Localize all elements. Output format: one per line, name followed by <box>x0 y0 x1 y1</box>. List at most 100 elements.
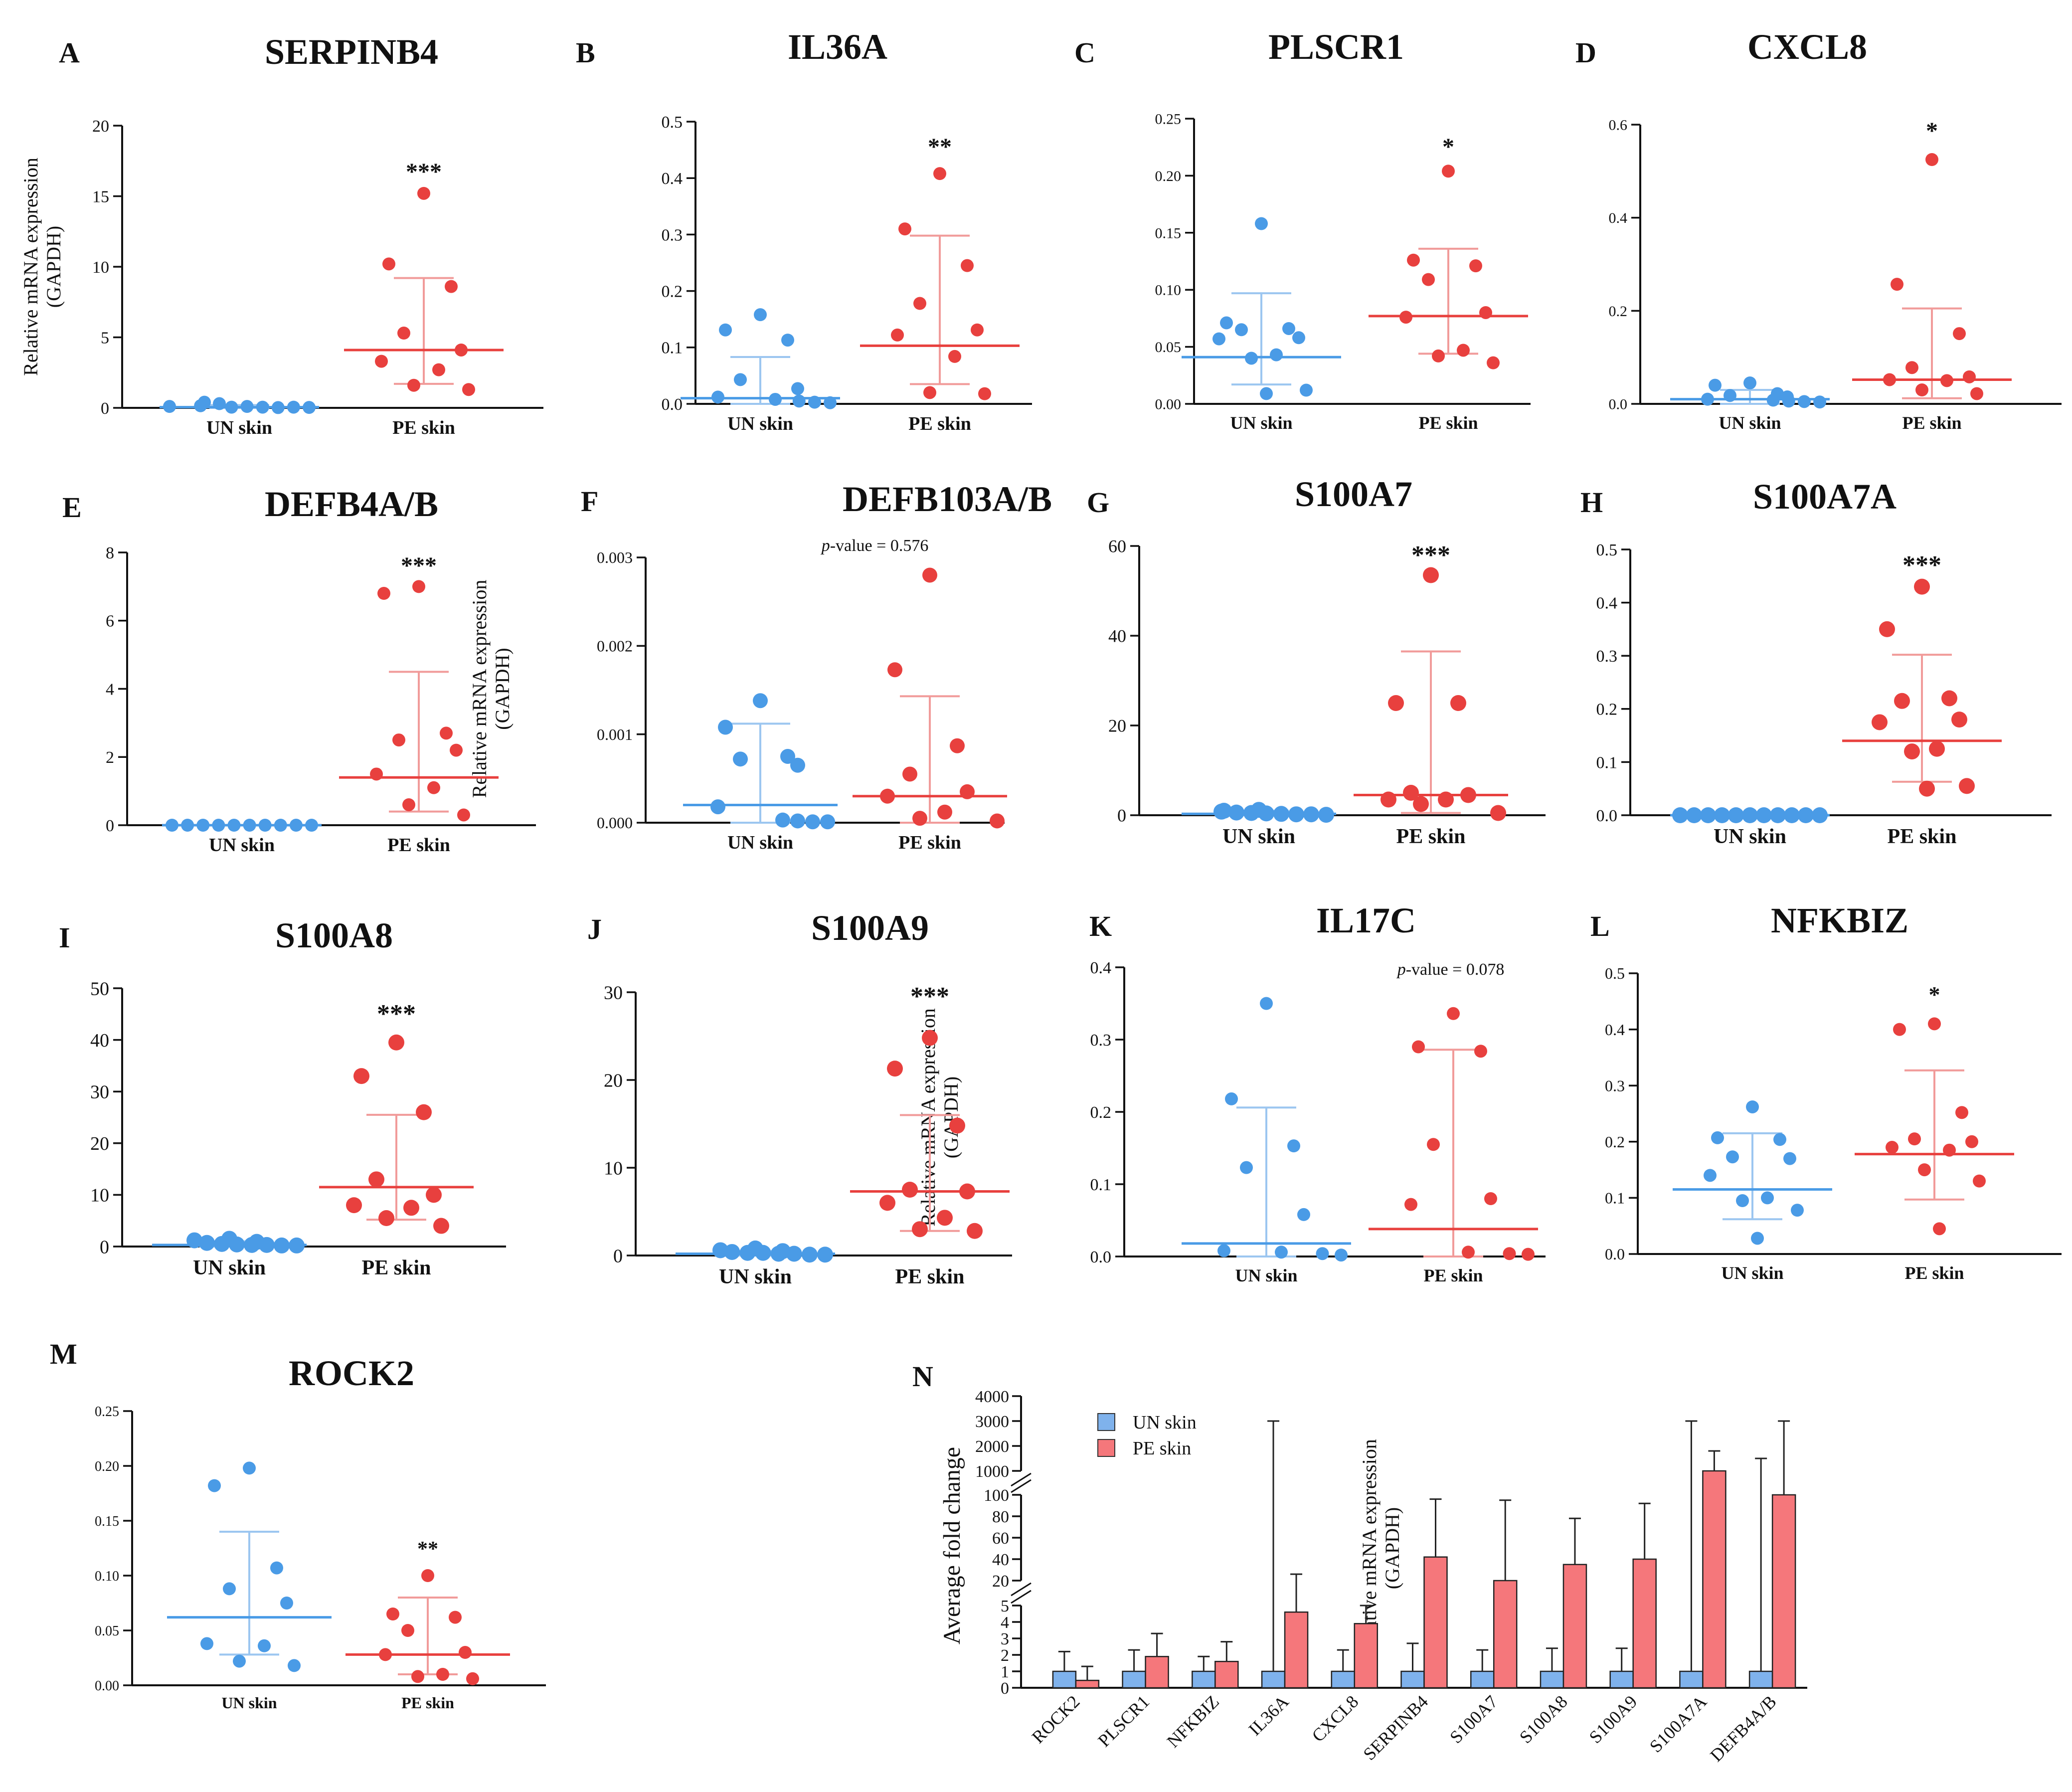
y-tick-label: 0 <box>613 1246 623 1266</box>
data-point <box>426 1187 442 1203</box>
bar <box>1493 1580 1518 1689</box>
data-point <box>402 798 415 811</box>
data-point <box>1427 1138 1440 1151</box>
x-category-label: PE skin <box>1902 413 1961 433</box>
y-axis-label-line: Relative mRNA expression <box>19 158 42 376</box>
data-point <box>392 733 405 747</box>
y-tick-label: 1 <box>1001 1663 1009 1681</box>
y-tick-label: 20 <box>992 1572 1009 1591</box>
y-tick-label: 30 <box>90 1082 109 1103</box>
y-tick-label: 20 <box>604 1070 623 1091</box>
panel-title: CXCL8 <box>1747 27 1867 67</box>
significance-stars: ** <box>417 1538 438 1561</box>
data-point <box>1335 1249 1348 1262</box>
x-category-label: UN skin <box>209 835 275 856</box>
bar <box>1562 1564 1587 1689</box>
data-point <box>440 726 453 740</box>
y-axis-label: Relative mRNA expression(GAPDH) <box>468 580 514 798</box>
y-tick-label: 0.5 <box>662 113 683 132</box>
data-point <box>1711 1131 1724 1144</box>
panel-letter: B <box>576 36 595 69</box>
data-point <box>710 799 725 815</box>
y-tick-label: 0.1 <box>1090 1176 1112 1194</box>
data-point <box>1423 567 1439 583</box>
data-point <box>1228 804 1244 821</box>
p-value-text: -value = 0.576 <box>830 537 929 555</box>
data-point <box>948 350 961 363</box>
legend-label: PE skin <box>1133 1438 1191 1459</box>
data-point <box>1407 253 1420 267</box>
data-point <box>1953 327 1966 341</box>
data-point <box>1474 1045 1487 1058</box>
data-point <box>753 693 768 709</box>
data-point <box>1905 361 1918 374</box>
legend-swatch <box>1097 1439 1115 1457</box>
y-tick-label: 0.1 <box>662 339 683 358</box>
data-point <box>1487 356 1500 369</box>
data-point <box>1797 395 1811 408</box>
y-tick-label: 10 <box>92 258 109 277</box>
data-point <box>427 781 440 794</box>
y-tick-label: 3000 <box>975 1413 1009 1431</box>
x-category-label: PE skin <box>392 417 455 438</box>
y-axis-label: Relative mRNA expression(GAPDH) <box>1358 1439 1403 1657</box>
data-point <box>450 743 463 757</box>
y-axis-label-line: (GAPDH) <box>940 1076 962 1158</box>
panel-letter: H <box>1580 486 1603 519</box>
data-point <box>1225 1092 1238 1105</box>
data-point <box>432 363 445 376</box>
panel-letter: K <box>1089 910 1112 942</box>
x-category-label: PE skin <box>1423 1265 1483 1285</box>
data-point <box>1879 621 1895 637</box>
data-point <box>1413 796 1429 812</box>
data-point <box>902 1182 918 1198</box>
data-point <box>1255 217 1268 230</box>
y-tick-label: 8 <box>106 544 114 562</box>
y-tick-label: 0.25 <box>1155 111 1182 128</box>
y-tick-label: 5 <box>1001 1597 1009 1615</box>
panel-title: DEFB103A/B <box>843 479 1052 519</box>
y-tick-label: 0.3 <box>1605 1076 1625 1094</box>
data-point <box>790 757 805 773</box>
p-value-text: -value = 0.078 <box>1406 960 1505 979</box>
data-point <box>375 355 388 368</box>
y-tick-label: 0.15 <box>1155 225 1182 241</box>
data-point <box>199 1235 215 1251</box>
data-point <box>194 399 207 412</box>
y-tick-label: 0.5 <box>1596 541 1618 559</box>
data-point <box>457 808 470 822</box>
y-tick-label: 0.002 <box>597 637 633 655</box>
data-point <box>1388 695 1404 711</box>
y-tick-label: 4 <box>106 680 114 699</box>
y-tick-label: 0.00 <box>95 1678 119 1694</box>
panel-D: D CXCL8 0.0 0.2 0.4 0.6 UN skin PE skin * <box>1575 27 2062 433</box>
y-tick-label: 0.3 <box>1596 647 1618 666</box>
data-point <box>1213 803 1229 820</box>
data-point <box>388 1034 404 1051</box>
data-point <box>1751 1232 1764 1245</box>
data-point <box>407 378 420 392</box>
data-point <box>754 308 767 322</box>
data-point <box>1743 376 1756 389</box>
x-category-label: UN skin <box>1719 413 1781 433</box>
panel-G: G S100A7 0 20 40 60 UN skin PE skin *** <box>1087 474 1546 848</box>
panel-letter: I <box>59 921 70 954</box>
data-point <box>1965 1135 1978 1148</box>
data-point <box>990 813 1005 829</box>
y-tick-label: 0.0 <box>1090 1248 1112 1266</box>
data-point <box>780 749 795 764</box>
panel-letter: D <box>1575 36 1596 69</box>
y-tick-label: 0.6 <box>1609 117 1628 134</box>
data-point <box>734 373 747 386</box>
data-point <box>1450 695 1466 711</box>
panel-M: M ROCK2 Relative mRNA expression(GAPDH) 0.0… <box>50 1338 1403 1712</box>
y-tick-label: 0.4 <box>1605 1021 1625 1039</box>
data-point <box>1447 1007 1460 1020</box>
data-point <box>1886 1141 1899 1154</box>
y-tick-label: 3 <box>1001 1630 1009 1648</box>
significance-stars: *** <box>910 982 949 1011</box>
significance-stars: *** <box>1411 541 1450 569</box>
data-point <box>288 1659 301 1672</box>
